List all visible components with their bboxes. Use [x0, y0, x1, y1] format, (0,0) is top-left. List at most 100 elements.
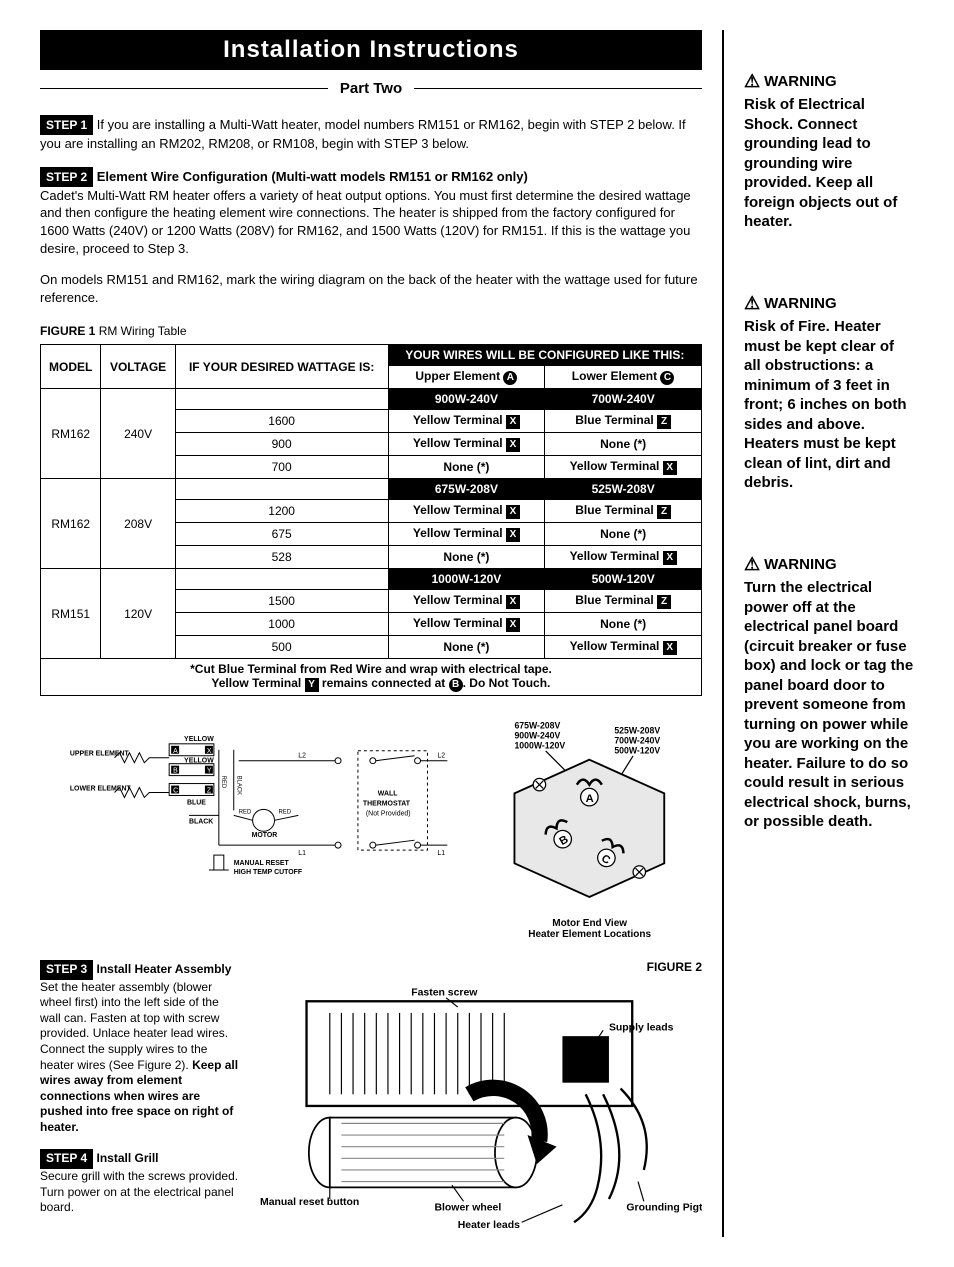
- warning-1-head: WARNING: [764, 72, 837, 92]
- cell-upper: None (*): [388, 546, 545, 569]
- cell-wattage: 500: [175, 636, 388, 659]
- svg-text:YELLOW: YELLOW: [184, 758, 214, 765]
- step1-text: If you are installing a Multi-Watt heate…: [40, 117, 686, 151]
- cell-lower: Blue Terminal Z: [545, 590, 702, 613]
- terminal-letter-icon: X: [506, 528, 520, 542]
- cell-wattage: 900: [175, 433, 388, 456]
- terminal-letter-icon: X: [506, 595, 520, 609]
- footnote-2b: remains connected at: [322, 676, 445, 690]
- svg-text:L1: L1: [298, 850, 306, 857]
- svg-text:L2: L2: [437, 753, 445, 760]
- cell-upper: Yellow Terminal X: [388, 500, 545, 523]
- cell-wattage: 528: [175, 546, 388, 569]
- svg-text:MANUAL RESET: MANUAL RESET: [234, 860, 290, 867]
- cell-voltage: 240V: [101, 389, 175, 479]
- motor-caption1: Motor End View: [477, 918, 702, 929]
- warning-icon: ⚠: [744, 70, 760, 93]
- letter-c-icon: C: [660, 371, 674, 385]
- letter-b-icon: B: [449, 678, 463, 692]
- svg-text:Z: Z: [207, 788, 212, 795]
- terminal-letter-icon: X: [506, 415, 520, 429]
- table-subheader: RM162 240V 900W-240V 700W-240V: [41, 389, 702, 410]
- step2-badge: STEP 2: [40, 167, 93, 187]
- svg-text:675W-208V: 675W-208V: [515, 721, 561, 731]
- svg-text:YELLOW: YELLOW: [184, 736, 214, 743]
- svg-text:Supply leads: Supply leads: [609, 1022, 674, 1033]
- cell-wattage: 1200: [175, 500, 388, 523]
- terminal-letter-icon: X: [506, 618, 520, 632]
- figure1-label: FIGURE 1 RM Wiring Table: [40, 324, 702, 338]
- letter-a-icon: A: [503, 371, 517, 385]
- cell-lower-sub: 500W-120V: [545, 569, 702, 590]
- svg-text:500W-120V: 500W-120V: [615, 746, 661, 756]
- footnote-2a: Yellow Terminal: [211, 676, 301, 690]
- svg-text:L2: L2: [298, 753, 306, 760]
- terminal-letter-icon: X: [663, 641, 677, 655]
- hdr-voltage: VOLTAGE: [101, 345, 175, 389]
- cell-upper: Yellow Terminal X: [388, 410, 545, 433]
- cell-model: RM151: [41, 569, 101, 659]
- terminal-letter-icon: Z: [657, 505, 671, 519]
- cell-lower: None (*): [545, 523, 702, 546]
- svg-text:Blower wheel: Blower wheel: [434, 1203, 501, 1214]
- table-subheader: RM162 208V 675W-208V 525W-208V: [41, 479, 702, 500]
- warning-2-body: Risk of Fire. Heater must be kept clear …: [744, 318, 907, 491]
- step4-title: Install Grill: [96, 1151, 158, 1165]
- cell-upper-sub: 900W-240V: [388, 389, 545, 410]
- bottom-row: STEP 3 Install Heater Assembly Set the h…: [40, 960, 702, 1237]
- footnote-line1: *Cut Blue Terminal from Red Wire and wra…: [190, 662, 552, 676]
- svg-text:B: B: [173, 768, 178, 775]
- cell-upper: Yellow Terminal X: [388, 590, 545, 613]
- step1-badge: STEP 1: [40, 115, 93, 135]
- svg-text:A: A: [586, 793, 594, 805]
- terminal-letter-icon: X: [663, 461, 677, 475]
- cell-upper-sub: 1000W-120V: [388, 569, 545, 590]
- svg-text:Grounding Pigtail: Grounding Pigtail: [626, 1203, 702, 1214]
- figure2-label: FIGURE 2: [260, 960, 702, 974]
- step4-text: Secure grill with the screws provided. T…: [40, 1169, 238, 1214]
- svg-text:BLACK: BLACK: [189, 819, 213, 826]
- cell-wattage: 1600: [175, 410, 388, 433]
- warning-2: ⚠ WARNING Risk of Fire. Heater must be k…: [744, 292, 914, 493]
- terminal-letter-icon: Z: [657, 415, 671, 429]
- svg-text:700W-240V: 700W-240V: [615, 736, 661, 746]
- hdr-upper-text: Upper Element: [415, 369, 500, 383]
- hdr-lower: Lower Element C: [545, 366, 702, 389]
- cell-lower-sub: 700W-240V: [545, 389, 702, 410]
- svg-text:X: X: [207, 748, 212, 755]
- figure2: FIGURE 2: [260, 960, 702, 1237]
- diagram-row: UPPER ELEMENT LOWER ELEMENT A X YELLOW B…: [40, 716, 702, 940]
- svg-text:(Not Provided): (Not Provided): [366, 811, 411, 818]
- cell-upper-sub: 675W-208V: [388, 479, 545, 500]
- page-title: Installation Instructions: [40, 30, 702, 70]
- terminal-letter-icon: X: [506, 438, 520, 452]
- cell-lower-sub: 525W-208V: [545, 479, 702, 500]
- svg-text:THERMOSTAT: THERMOSTAT: [363, 801, 411, 808]
- figure1-desc: RM Wiring Table: [99, 324, 187, 338]
- cell-wattage: 1500: [175, 590, 388, 613]
- svg-text:BLUE: BLUE: [187, 800, 206, 807]
- svg-text:Manual reset button: Manual reset button: [260, 1197, 359, 1208]
- terminal-letter-icon: X: [506, 505, 520, 519]
- svg-text:Fasten screw: Fasten screw: [411, 987, 478, 998]
- cell-upper: Yellow Terminal X: [388, 433, 545, 456]
- svg-text:Heater leads: Heater leads: [458, 1220, 520, 1231]
- step3-block: STEP 3 Install Heater Assembly Set the h…: [40, 960, 240, 1136]
- step4-block: STEP 4 Install Grill Secure grill with t…: [40, 1149, 240, 1215]
- warning-3: ⚠ WARNING Turn the electrical power off …: [744, 553, 914, 832]
- step2-para2: On models RM151 and RM162, mark the wiri…: [40, 271, 702, 306]
- cell-lower: Blue Terminal Z: [545, 410, 702, 433]
- cell-lower: None (*): [545, 613, 702, 636]
- footnote-2c: . Do Not Touch.: [463, 676, 551, 690]
- svg-text:RED: RED: [220, 776, 226, 789]
- hdr-config: YOUR WIRES WILL BE CONFIGURED LIKE THIS:: [388, 345, 701, 366]
- terminal-letter-icon: X: [663, 551, 677, 565]
- svg-text:RED: RED: [278, 810, 291, 816]
- step2-para1: Cadet's Multi-Watt RM heater offers a va…: [40, 188, 691, 256]
- svg-text:525W-208V: 525W-208V: [615, 726, 661, 736]
- letter-y-icon: Y: [305, 678, 319, 692]
- figure1-bold: FIGURE 1: [40, 324, 95, 338]
- svg-text:A: A: [173, 748, 178, 755]
- cell-upper: None (*): [388, 456, 545, 479]
- cell-model: RM162: [41, 389, 101, 479]
